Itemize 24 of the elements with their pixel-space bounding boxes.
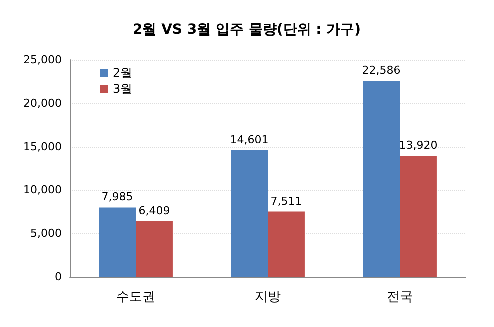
y-tick-label: 20,000 — [24, 96, 62, 110]
y-tick-label: 25,000 — [24, 54, 62, 66]
data-label: 22,586 — [362, 64, 401, 77]
chart-title: 2월 VS 3월 입주 물량(단위 : 가구) — [132, 22, 362, 38]
legend-label: 2월 — [113, 66, 133, 80]
data-label: 6,409 — [138, 204, 170, 218]
data-label: 7,985 — [102, 190, 134, 204]
data-label: 14,601 — [230, 133, 269, 146]
data-label: 7,511 — [270, 194, 302, 208]
y-tick-label: 0 — [55, 270, 62, 284]
x-tick-label: 수도권 — [116, 290, 156, 305]
bar — [136, 221, 173, 277]
y-tick-label: 15,000 — [24, 140, 62, 154]
legend-label: 3월 — [113, 82, 133, 96]
y-tick-label: 5,000 — [30, 227, 62, 240]
bar — [231, 150, 268, 277]
bar — [99, 208, 136, 277]
x-tick-label: 전국 — [387, 290, 413, 305]
data-label: 13,920 — [399, 139, 438, 152]
x-tick-label: 지방 — [255, 290, 281, 305]
bar — [400, 156, 437, 277]
y-tick-label: 10,000 — [24, 184, 62, 197]
bar — [363, 80, 400, 277]
bar — [268, 212, 305, 277]
